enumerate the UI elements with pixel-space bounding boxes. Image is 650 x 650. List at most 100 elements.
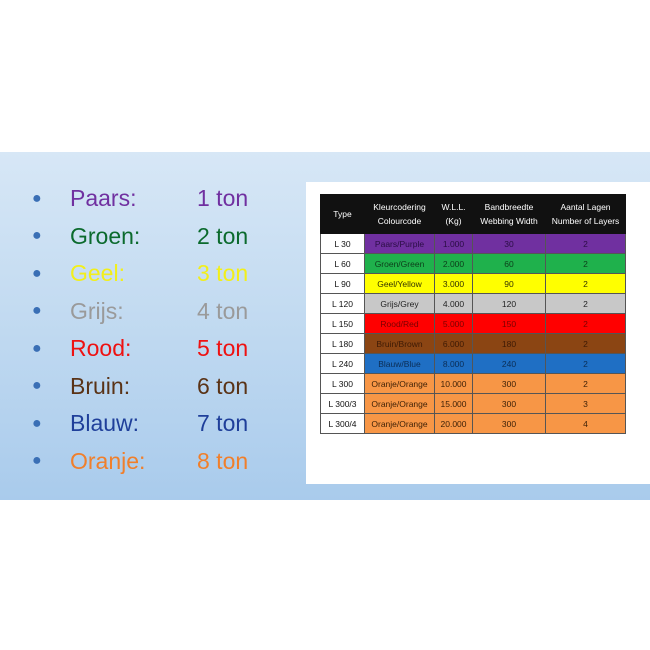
cell-type: L 300/4 [320,413,365,434]
cell-colour: Grijs/Grey [364,293,435,314]
cell-type: L 300 [320,373,365,394]
cell-layers: 2 [545,313,626,334]
bullet-icon: ● [32,414,42,432]
bullet-icon: ● [32,227,42,245]
list-item: ● Grijs: 4 ton [32,293,292,331]
cell-colour: Rood/Red [364,313,435,334]
cell-wll: 4.000 [434,293,473,314]
ton-value: 6 ton [197,372,249,399]
cell-colour: Paars/Purple [364,233,435,254]
cell-layers: 2 [545,333,626,354]
cell-width: 180 [472,333,546,354]
table-header-row: Type Kleurcodering Colourcode W.L.L. (Kg) … [320,194,626,234]
color-name: Grijs: [70,297,124,324]
header-webbing-width: Bandbreedte Webbing Width [472,194,546,234]
cell-wll: 2.000 [434,253,473,274]
table-row: L 300/4 Oranje/Orange 20.000 300 4 [320,413,626,434]
cell-width: 300 [472,393,546,414]
cell-type: L 120 [320,293,365,314]
cell-colour: Groen/Green [364,253,435,274]
cell-layers: 2 [545,273,626,294]
cell-type: L 150 [320,313,365,334]
cell-layers: 2 [545,373,626,394]
color-name: Bruin: [70,372,131,399]
table-row: L 120 Grijs/Grey 4.000 120 2 [320,293,626,314]
cell-type: L 30 [320,233,365,254]
header-type: Type [320,194,365,234]
cell-width: 300 [472,373,546,394]
sling-spec-table: Type Kleurcodering Colourcode W.L.L. (Kg) … [320,194,626,434]
cell-layers: 3 [545,393,626,414]
color-name: Groen: [70,222,141,249]
cell-width: 30 [472,233,546,254]
cell-type: L 300/3 [320,393,365,414]
bullet-icon: ● [32,302,42,320]
table-row: L 30 Paars/Purple 1.000 30 2 [320,233,626,254]
cell-colour: Oranje/Orange [364,393,435,414]
spec-table-card: Type Kleurcodering Colourcode W.L.L. (Kg) … [306,182,650,484]
cell-layers: 2 [545,253,626,274]
header-colourcode: Kleurcodering Colourcode [364,194,435,234]
cell-wll: 1.000 [434,233,473,254]
header-wll: W.L.L. (Kg) [434,194,473,234]
table-row: L 60 Groen/Green 2.000 60 2 [320,253,626,274]
ton-value: 3 ton [197,260,249,287]
table-row: L 300/3 Oranje/Orange 15.000 300 3 [320,393,626,414]
table-row: L 300 Oranje/Orange 10.000 300 2 [320,373,626,394]
ton-value: 1 ton [197,185,249,212]
cell-width: 120 [472,293,546,314]
ton-value: 5 ton [197,335,249,362]
cell-wll: 5.000 [434,313,473,334]
cell-type: L 180 [320,333,365,354]
bullet-icon: ● [32,377,42,395]
cell-wll: 6.000 [434,333,473,354]
ton-value: 8 ton [197,447,249,474]
cell-width: 60 [472,253,546,274]
ton-value: 2 ton [197,222,249,249]
list-item: ● Groen: 2 ton [32,218,292,256]
cell-wll: 15.000 [434,393,473,414]
cell-wll: 8.000 [434,353,473,374]
cell-colour: Oranje/Orange [364,373,435,394]
color-name: Paars: [70,185,137,212]
list-item: ● Paars: 1 ton [32,180,292,218]
bullet-icon: ● [32,339,42,357]
bullet-icon: ● [32,264,42,282]
ton-value: 4 ton [197,297,249,324]
list-item: ● Blauw: 7 ton [32,405,292,443]
list-item: ● Bruin: 6 ton [32,368,292,406]
table-row: L 90 Geel/Yellow 3.000 90 2 [320,273,626,294]
slide-panel: ● Paars: 1 ton ● Groen: 2 ton ● Geel: 3 … [0,152,650,500]
cell-colour: Geel/Yellow [364,273,435,294]
cell-width: 240 [472,353,546,374]
cell-layers: 2 [545,233,626,254]
color-name: Oranje: [70,447,146,474]
cell-colour: Blauw/Blue [364,353,435,374]
cell-layers: 2 [545,353,626,374]
list-item: ● Oranje: 8 ton [32,443,292,481]
color-weight-list: ● Paars: 1 ton ● Groen: 2 ton ● Geel: 3 … [32,180,292,480]
cell-wll: 10.000 [434,373,473,394]
color-name: Rood: [70,335,132,362]
cell-width: 90 [472,273,546,294]
cell-type: L 60 [320,253,365,274]
bullet-icon: ● [32,452,42,470]
list-item: ● Rood: 5 ton [32,330,292,368]
cell-width: 150 [472,313,546,334]
header-layers: Aantal Lagen Number of Layers [545,194,626,234]
table-row: L 150 Rood/Red 5.000 150 2 [320,313,626,334]
bullet-icon: ● [32,189,42,207]
cell-colour: Bruin/Brown [364,333,435,354]
table-row: L 240 Blauw/Blue 8.000 240 2 [320,353,626,374]
color-name: Geel: [70,260,125,287]
cell-layers: 4 [545,413,626,434]
cell-wll: 3.000 [434,273,473,294]
cell-width: 300 [472,413,546,434]
cell-layers: 2 [545,293,626,314]
list-item: ● Geel: 3 ton [32,255,292,293]
ton-value: 7 ton [197,410,249,437]
color-name: Blauw: [70,410,140,437]
cell-type: L 240 [320,353,365,374]
table-row: L 180 Bruin/Brown 6.000 180 2 [320,333,626,354]
cell-colour: Oranje/Orange [364,413,435,434]
